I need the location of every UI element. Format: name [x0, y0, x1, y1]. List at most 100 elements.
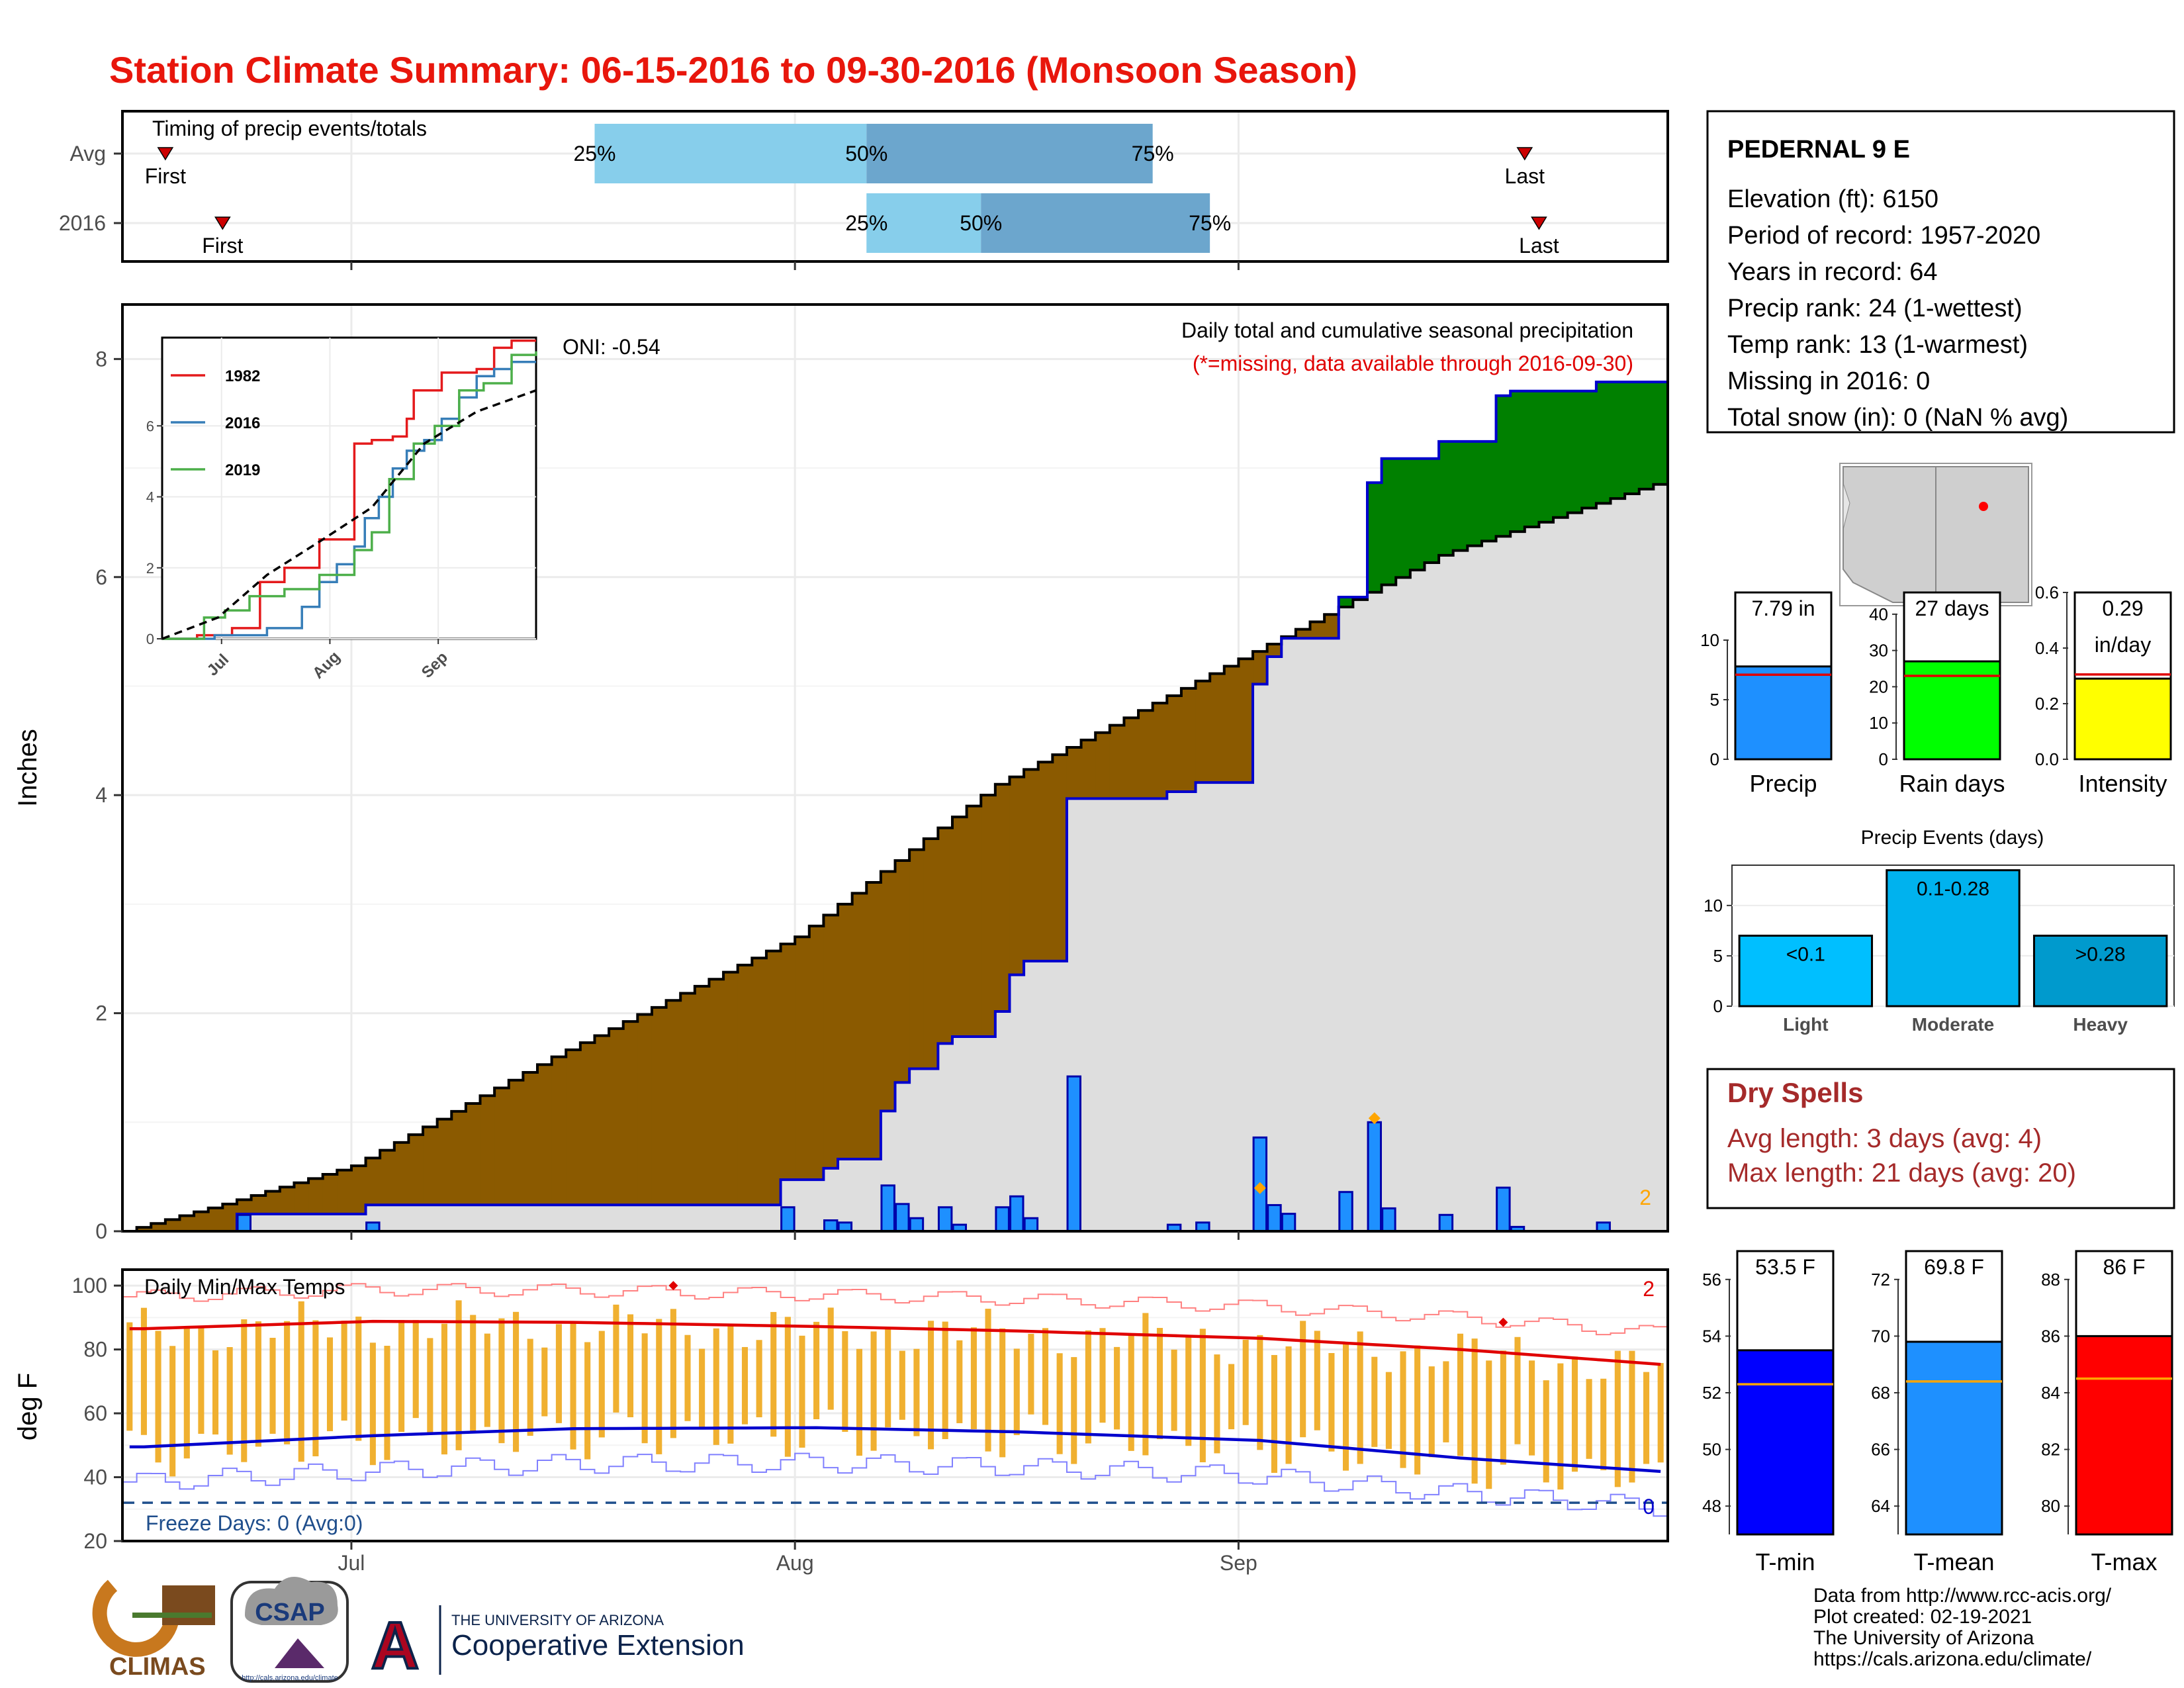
below-normal-fill [508, 1080, 523, 1205]
daily-temp-bar [369, 1342, 376, 1466]
daily-temp-bar [1414, 1345, 1421, 1475]
daily-temp-bar [1300, 1321, 1306, 1438]
tmax-y-tick-label: 82 [2041, 1440, 2060, 1460]
inset-legend-label: 2019 [225, 461, 260, 479]
daily-temp-bar [1443, 1361, 1449, 1442]
daily-temp-bar [956, 1340, 963, 1423]
inset-y-tick-label: 4 [146, 489, 154, 506]
intensity-y-tick-label: 0.6 [2035, 583, 2059, 602]
below-normal-fill [1310, 622, 1325, 639]
below-normal-fill [823, 915, 839, 1168]
daily-temp-bar [1257, 1335, 1263, 1450]
above-normal-fill [1396, 458, 1411, 578]
tmax-label: T-max [2091, 1548, 2157, 1575]
below-normal-fill [322, 1174, 338, 1215]
timing-pct-label: 75% [1132, 142, 1174, 165]
timing-bar-25-50 [866, 193, 981, 253]
daily-temp-bar [885, 1327, 891, 1428]
location-map [1839, 463, 2032, 606]
events-bar-value: <0.1 [1786, 944, 1825, 966]
below-normal-fill [723, 972, 739, 1205]
temp-bars [126, 1300, 1664, 1490]
below-normal-fill [451, 1111, 467, 1205]
daily-temp-bar [1343, 1342, 1349, 1471]
events-title: Precip Events (days) [1861, 827, 2044, 849]
daily-temp-bar [942, 1321, 948, 1440]
daily-precip-bar [236, 1213, 252, 1233]
daily-temp-bar [484, 1333, 490, 1427]
record-max-line [122, 1283, 1668, 1336]
daily-temp-bar [1457, 1333, 1464, 1456]
ua-logo-letter: A [371, 1609, 419, 1683]
daily-temp-bar [498, 1318, 505, 1444]
summary-bar-panels: 0 5 10 7.79 in Precip 0 10 20 30 40 27 days Rain da… [1700, 583, 2172, 797]
timing-bar-25-50 [594, 124, 867, 183]
intensity-y-tick-label: 0.2 [2035, 694, 2059, 714]
below-normal-fill [1095, 732, 1111, 799]
daily-temp-bar [1128, 1335, 1134, 1451]
below-normal-fill [1081, 739, 1096, 799]
precip-frame [121, 303, 1669, 1233]
below-normal-fill [537, 1064, 553, 1205]
events-chart: 0 5 10 <0.1 Light 0.1-0.28 Moderate >0.28 Heavy [1704, 865, 2175, 1035]
daily-temp-bar [1571, 1356, 1578, 1472]
daily-temp-bar [770, 1311, 777, 1437]
daily-temp-bar [384, 1346, 390, 1460]
raindays-y-tick-label: 30 [1869, 641, 1888, 661]
below-normal-fill [909, 849, 925, 1069]
normal-cumulative-fill [122, 484, 1668, 1232]
credit-line: Plot created: 02-19-2021 [1813, 1606, 2032, 1628]
intensity-value-label: 0.29 [2102, 596, 2143, 620]
daily-temp-bar [1629, 1350, 1635, 1483]
precip-y-tick-label: 8 [95, 347, 107, 371]
daily-temp-bar [670, 1309, 676, 1438]
temp-frame [121, 1268, 1669, 1542]
below-normal-fill [566, 1049, 581, 1205]
daily-temp-bar [269, 1337, 276, 1434]
daily-temp-bar [913, 1348, 920, 1436]
daily-temp-bar [699, 1348, 705, 1428]
below-normal-fill [394, 1142, 409, 1205]
daily-temp-bar [513, 1311, 520, 1452]
below-normal-fill [136, 1227, 152, 1231]
daily-temp-bar [656, 1319, 662, 1454]
daily-precip-bar [823, 1219, 839, 1233]
dry-spells-title: Dry Spells [1727, 1077, 1863, 1108]
daily-temp-bar [1657, 1363, 1664, 1463]
timing-row-label-avg: Avg [69, 142, 106, 165]
timing-pct-label: 25% [573, 142, 615, 165]
precip-panel: 0 2 4 6 8 Inches Daily total and cumulative … [13, 303, 1669, 1243]
daily-temp-bar [1228, 1364, 1235, 1430]
daily-temp-bar [827, 1307, 834, 1410]
inset-frame [161, 336, 537, 640]
precip-bar [1734, 665, 1833, 761]
daily-precip-bar [1066, 1075, 1081, 1233]
above-normal-fill [1410, 458, 1425, 571]
arizona-shape [1843, 466, 1936, 603]
tmean-y-tick-label: 72 [1871, 1270, 1890, 1289]
below-normal-fill [1295, 629, 1310, 639]
tmin-y-tick-label: 52 [1702, 1383, 1721, 1403]
dry-spells-box: Dry Spells Avg length: 3 days (avg: 4) M… [1706, 1068, 2175, 1209]
temp-x-tick-label: Sep [1220, 1551, 1257, 1575]
below-normal-fill [1324, 614, 1340, 639]
daily-temp-bar [140, 1307, 147, 1435]
timing-panel: 25% 50% 75% First Last 25% 50% 75% First Last Tim… [59, 110, 1669, 270]
daily-temp-bar [1400, 1351, 1406, 1468]
below-normal-fill [265, 1191, 281, 1215]
record-count-label: 2 [1643, 1277, 1655, 1301]
above-normal-fill [1439, 441, 1454, 555]
daily-temp-bar [1013, 1348, 1020, 1435]
below-normal-fill [609, 1028, 624, 1205]
daily-temp-bar [312, 1320, 319, 1456]
daily-temp-bar [999, 1328, 1006, 1458]
below-normal-fill [651, 1007, 667, 1205]
events-y-tick-label: 10 [1704, 896, 1723, 915]
timing-bars: 25% 50% 75% First Last 25% 50% 75% First Last [145, 124, 1559, 258]
inset-y-tick-label: 0 [146, 631, 154, 647]
daily-temp-bar [727, 1325, 734, 1444]
daily-temp-bar [1586, 1379, 1592, 1459]
below-normal-fill [995, 784, 1010, 1011]
events-bar [1738, 935, 1874, 1008]
above-normal-fill [1338, 597, 1353, 608]
